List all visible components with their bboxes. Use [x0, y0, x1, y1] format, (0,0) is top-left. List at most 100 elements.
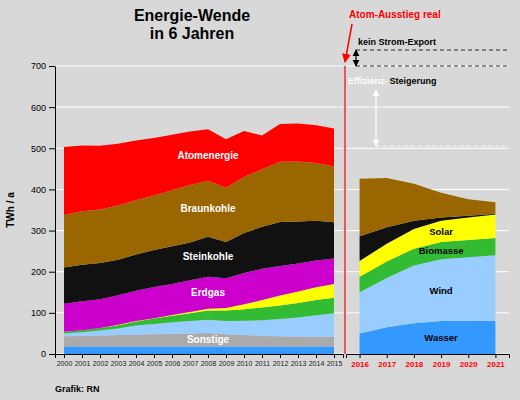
background: [0, 0, 520, 400]
x-tick-mark: [82, 354, 83, 358]
x-tick-label: 2006: [165, 360, 181, 367]
annotation-arrow: [345, 24, 352, 62]
x-tick: 2010: [237, 354, 253, 367]
x-tick: 2006: [165, 354, 181, 367]
panel-separator: [344, 66, 345, 354]
x-tick-label: 2016: [351, 360, 369, 369]
series-label: Steinkohle: [183, 251, 234, 262]
series-label: Wind: [430, 285, 453, 296]
x-tick: 2008: [201, 354, 217, 367]
x-tick-label: 2009: [219, 360, 235, 367]
series-labels: Wasser Wind Biomasse Solar: [419, 226, 464, 343]
y-tick: 700: [31, 61, 55, 71]
x-tick: 2001: [75, 354, 91, 367]
x-tick-label: 2014: [309, 360, 325, 367]
x-tick: 2011: [255, 354, 270, 367]
x-tick-label: 2002: [93, 360, 109, 367]
grid-line: [346, 66, 509, 67]
x-tick-mark: [136, 354, 137, 358]
y-tick: 600: [31, 103, 55, 113]
annotation: kein Strom-Export: [358, 37, 436, 47]
series-label: Atomenergie: [177, 150, 239, 161]
series-label: Solar: [429, 226, 453, 237]
x-tick: 2003: [111, 354, 127, 367]
grid-line: [346, 148, 509, 149]
x-tick: 2002: [93, 354, 109, 367]
y-tick-mark: [49, 66, 55, 67]
x-tick-mark: [100, 354, 101, 358]
x-tick-label: 2007: [183, 360, 199, 367]
y-tick-mark: [49, 148, 55, 149]
x-tick: 2016: [351, 354, 369, 369]
series-labels: SonstigeErdgasSteinkohleBraunkohleAtomen…: [177, 150, 239, 346]
x-tick: 2015: [327, 354, 343, 367]
chart-svg: 2000200120022003200420052006200720082009…: [0, 0, 520, 400]
plot-area: [360, 178, 496, 354]
title-line: in 6 Jahren: [150, 25, 234, 42]
x-tick: 2017: [378, 354, 396, 369]
area-layer: [64, 347, 334, 354]
x-tick-label: 2000: [57, 360, 73, 367]
series-label: Erdgas: [191, 287, 225, 298]
x-tick-mark: [226, 354, 227, 358]
x-tick-label: 2021: [487, 360, 505, 369]
y-tick-label: 300: [31, 226, 46, 236]
x-tick: 2021: [487, 354, 505, 369]
x-tick-label: 2004: [129, 360, 145, 367]
x-tick-mark: [414, 354, 415, 358]
y-tick-label: 600: [31, 103, 46, 113]
x-tick-mark: [154, 354, 155, 358]
y-tick-label: 500: [31, 144, 46, 154]
y-tick: 400: [31, 185, 55, 195]
y-tick-label: 100: [31, 308, 46, 318]
title-line: Energie-Wende: [134, 7, 250, 24]
y-tick-mark: [49, 354, 55, 355]
x-tick-mark: [208, 354, 209, 358]
y-axis-title: TWh / a: [5, 192, 16, 228]
x-tick-mark: [387, 354, 388, 358]
x-tick-mark: [118, 354, 119, 358]
series-label: Wasser: [424, 332, 458, 343]
x-tick-label: 2005: [147, 360, 163, 367]
x-tick-mark: [172, 354, 173, 358]
x-tick: 2005: [147, 354, 163, 367]
y-tick: 500: [31, 144, 55, 154]
annotation-arrow: [375, 90, 376, 146]
x-tick-label: 2012: [273, 360, 289, 367]
y-tick: 100: [31, 308, 55, 318]
x-tick-label: 2018: [406, 360, 424, 369]
annotation-dash: [356, 66, 507, 67]
grid-line: [346, 107, 509, 108]
panel: 2000200120022003200420052006200720082009…: [5, 7, 344, 394]
y-tick: 300: [31, 226, 55, 236]
x-tick-mark: [298, 354, 299, 358]
series-label: Biomasse: [419, 245, 464, 256]
x-tick-mark: [495, 354, 496, 358]
x-tick: 2014: [309, 354, 325, 367]
x-axis: 2000200120022003200420052006200720082009…: [56, 354, 344, 367]
x-tick: 2019: [433, 354, 451, 369]
grid: [55, 66, 343, 354]
x-tick-mark: [468, 354, 469, 358]
x-tick-mark: [316, 354, 317, 358]
y-tick-label: 200: [31, 267, 46, 277]
y-tick-label: 700: [31, 61, 46, 71]
x-tick-mark: [190, 354, 191, 358]
title: Energie-Wendein 6 Jahren: [134, 7, 250, 42]
annotation-dash: [376, 146, 507, 147]
x-axis: 2016 2017 2018 2019 2020 2021: [347, 354, 510, 369]
y-tick-mark: [49, 272, 55, 273]
y-axis-line: [55, 67, 56, 355]
x-tick-mark: [280, 354, 281, 358]
y-tick: 0: [41, 349, 55, 359]
panel: 2016 2017 2018 2019 2020 2021 Wasser Wind Biomas…: [345, 9, 510, 369]
series-label: Braunkohle: [180, 203, 235, 214]
y-tick-label: 0: [41, 349, 46, 359]
x-axis-line: [56, 355, 344, 359]
x-tick: 2013: [291, 354, 307, 367]
plot-area: [64, 124, 334, 354]
grid-line: [55, 66, 343, 67]
x-tick-label: 2020: [460, 360, 478, 369]
x-tick-label: 2008: [201, 360, 217, 367]
x-axis-line: [347, 355, 510, 359]
